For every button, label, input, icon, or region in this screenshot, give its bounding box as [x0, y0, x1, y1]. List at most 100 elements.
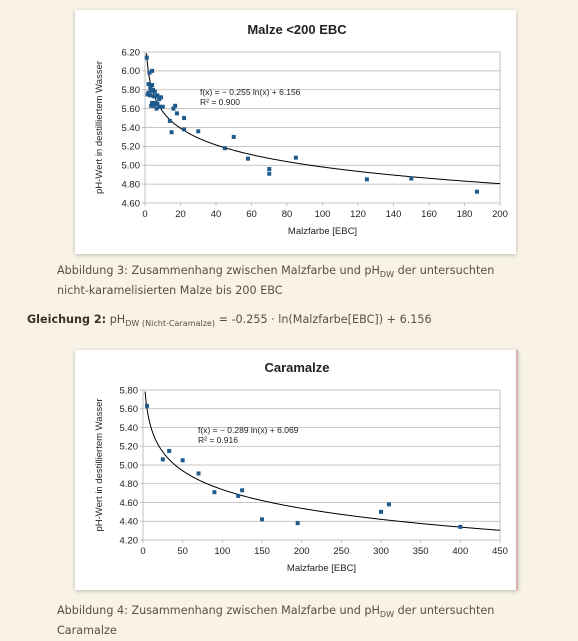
- data-point: [158, 95, 163, 100]
- figure-caption-4: Abbildung 4: Zusammenhang zwischen Malzf…: [57, 601, 527, 641]
- data-point: [267, 167, 272, 172]
- data-point: [174, 111, 179, 116]
- x-axis-label: Malzfarbe [EBC]: [287, 563, 356, 574]
- chart-caramalze: Caramalze 4.20 4.40 4.60 4.80 5.00 5.20 5.40 5.6…: [94, 360, 508, 574]
- y-tick-label: 6.20: [122, 47, 141, 58]
- trendline-equation: f(x) = − 0.255 ln(x) + 6.156: [200, 87, 301, 97]
- data-point: [173, 103, 178, 108]
- x-axis-label: Malzfarbe [EBC]: [288, 226, 357, 237]
- y-tick-label: 6.00: [122, 66, 141, 77]
- data-point: [146, 82, 151, 87]
- equation-2: Gleichung 2: pHDW (Nicht-Caramalze) = -0…: [27, 313, 432, 328]
- data-point: [148, 93, 153, 98]
- data-point: [386, 502, 391, 507]
- caption-text: Abbildung 4: Zusammenhang zwischen Malzf…: [57, 604, 380, 617]
- y-tick-label: 5.20: [122, 142, 141, 153]
- y-tick-label: 5.00: [122, 161, 141, 172]
- chart-caramalze-card: Caramalze 4.20 4.40 4.60 4.80 5.00 5.20 5.40 5.6…: [75, 350, 518, 590]
- data-point: [144, 55, 149, 60]
- data-point: [144, 403, 149, 408]
- data-point: [155, 93, 160, 98]
- y-tick-label: 5.60: [122, 104, 141, 115]
- equation-formula: = -0.255 · ln(Malzfarbe[EBC]) + 6.156: [215, 313, 432, 326]
- trendline-r-squared: R² = 0.900: [200, 97, 240, 107]
- x-tick-label: 200: [492, 209, 508, 220]
- data-point: [147, 70, 152, 75]
- data-point: [167, 118, 172, 123]
- x-tick-label: 400: [452, 546, 468, 557]
- x-tick-label: 150: [254, 546, 270, 557]
- data-point: [155, 101, 160, 106]
- data-point: [379, 509, 383, 514]
- y-tick-label: 5.80: [120, 385, 139, 396]
- data-point: [364, 177, 369, 182]
- data-point: [222, 146, 227, 151]
- y-tick-label: 4.40: [120, 517, 139, 528]
- chart-title: Malze <200 EBC: [247, 22, 347, 37]
- data-point: [267, 171, 272, 176]
- figure-caption-3: Abbildung 3: Zusammenhang zwischen Malzf…: [57, 261, 527, 301]
- y-tick-label: 5.40: [120, 423, 139, 434]
- equation-subscript: DW (Nicht-Caramalze): [125, 318, 216, 328]
- data-point: [160, 104, 165, 109]
- y-tick-label: 5.60: [120, 404, 139, 415]
- y-tick-label: 4.60: [120, 498, 139, 509]
- chart-malze-card: Malze <200 EBC 4.60 4.80 5.00 5.20 5.40 5.60 5.…: [75, 10, 516, 254]
- y-tick-label: 5.40: [122, 123, 141, 134]
- y-axis-label: pH-Wert in destilliertem Wasser: [94, 398, 105, 531]
- x-tick-label: 180: [457, 209, 473, 220]
- data-point: [240, 488, 245, 493]
- y-tick-label: 4.80: [120, 479, 139, 490]
- y-tick-label: 4.80: [122, 179, 141, 190]
- x-tick-label: 0: [140, 546, 145, 557]
- x-tick-label: 120: [350, 209, 366, 220]
- data-point: [151, 103, 156, 108]
- trendline: [146, 53, 501, 185]
- data-point: [196, 471, 201, 476]
- y-tick-label: 5.80: [122, 85, 141, 96]
- data-point: [293, 155, 298, 160]
- caption-subscript: DW: [379, 269, 395, 279]
- chart-malze: Malze <200 EBC 4.60 4.80 5.00 5.20 5.40 5.60 5.…: [94, 22, 508, 237]
- data-point: [212, 490, 217, 495]
- data-point: [196, 129, 201, 134]
- trendline-r-squared: R² = 0.916: [198, 435, 238, 445]
- caption-text: Abbildung 3: Zusammenhang zwischen Malzf…: [57, 264, 380, 277]
- x-tick-label: 20: [175, 209, 186, 220]
- data-point: [157, 104, 162, 109]
- x-tick-label: 250: [333, 546, 349, 557]
- x-tick-label: 200: [294, 546, 310, 557]
- data-point: [182, 127, 187, 132]
- y-tick-label: 5.00: [120, 460, 139, 471]
- data-point: [458, 524, 463, 529]
- trendline-equation: f(x) = − 0.289 ln(x) + 6.069: [198, 425, 299, 435]
- x-tick-label: 40: [211, 209, 222, 220]
- data-point: [260, 517, 264, 522]
- x-tick-label: 100: [315, 209, 331, 220]
- x-tick-label: 160: [421, 209, 437, 220]
- equation-label: Gleichung 2:: [27, 313, 107, 326]
- data-point: [409, 176, 414, 181]
- x-tick-label: 350: [413, 546, 429, 557]
- data-point: [160, 457, 165, 462]
- data-point: [150, 83, 155, 88]
- x-tick-label: 0: [142, 209, 147, 220]
- x-tick-label: 80: [282, 209, 293, 220]
- data-point: [245, 156, 250, 161]
- data-point: [231, 134, 236, 139]
- trendline: [144, 391, 501, 531]
- y-tick-label: 5.20: [120, 442, 139, 453]
- data-point: [295, 521, 300, 526]
- data-point: [180, 458, 185, 463]
- data-point: [149, 103, 154, 108]
- data-point: [236, 493, 241, 498]
- data-point: [150, 68, 155, 73]
- x-tick-label: 300: [373, 546, 389, 557]
- caption-text-end: der untersuchten nicht-karamelisierten M…: [57, 264, 495, 297]
- x-tick-label: 450: [492, 546, 508, 557]
- y-axis-label: pH-Wert in destilliertem Wasser: [94, 61, 105, 194]
- chart-title: Caramalze: [264, 360, 329, 375]
- y-tick-label: 4.60: [122, 198, 141, 209]
- caption-subscript: DW: [379, 609, 395, 619]
- y-tick-label: 4.20: [120, 535, 139, 546]
